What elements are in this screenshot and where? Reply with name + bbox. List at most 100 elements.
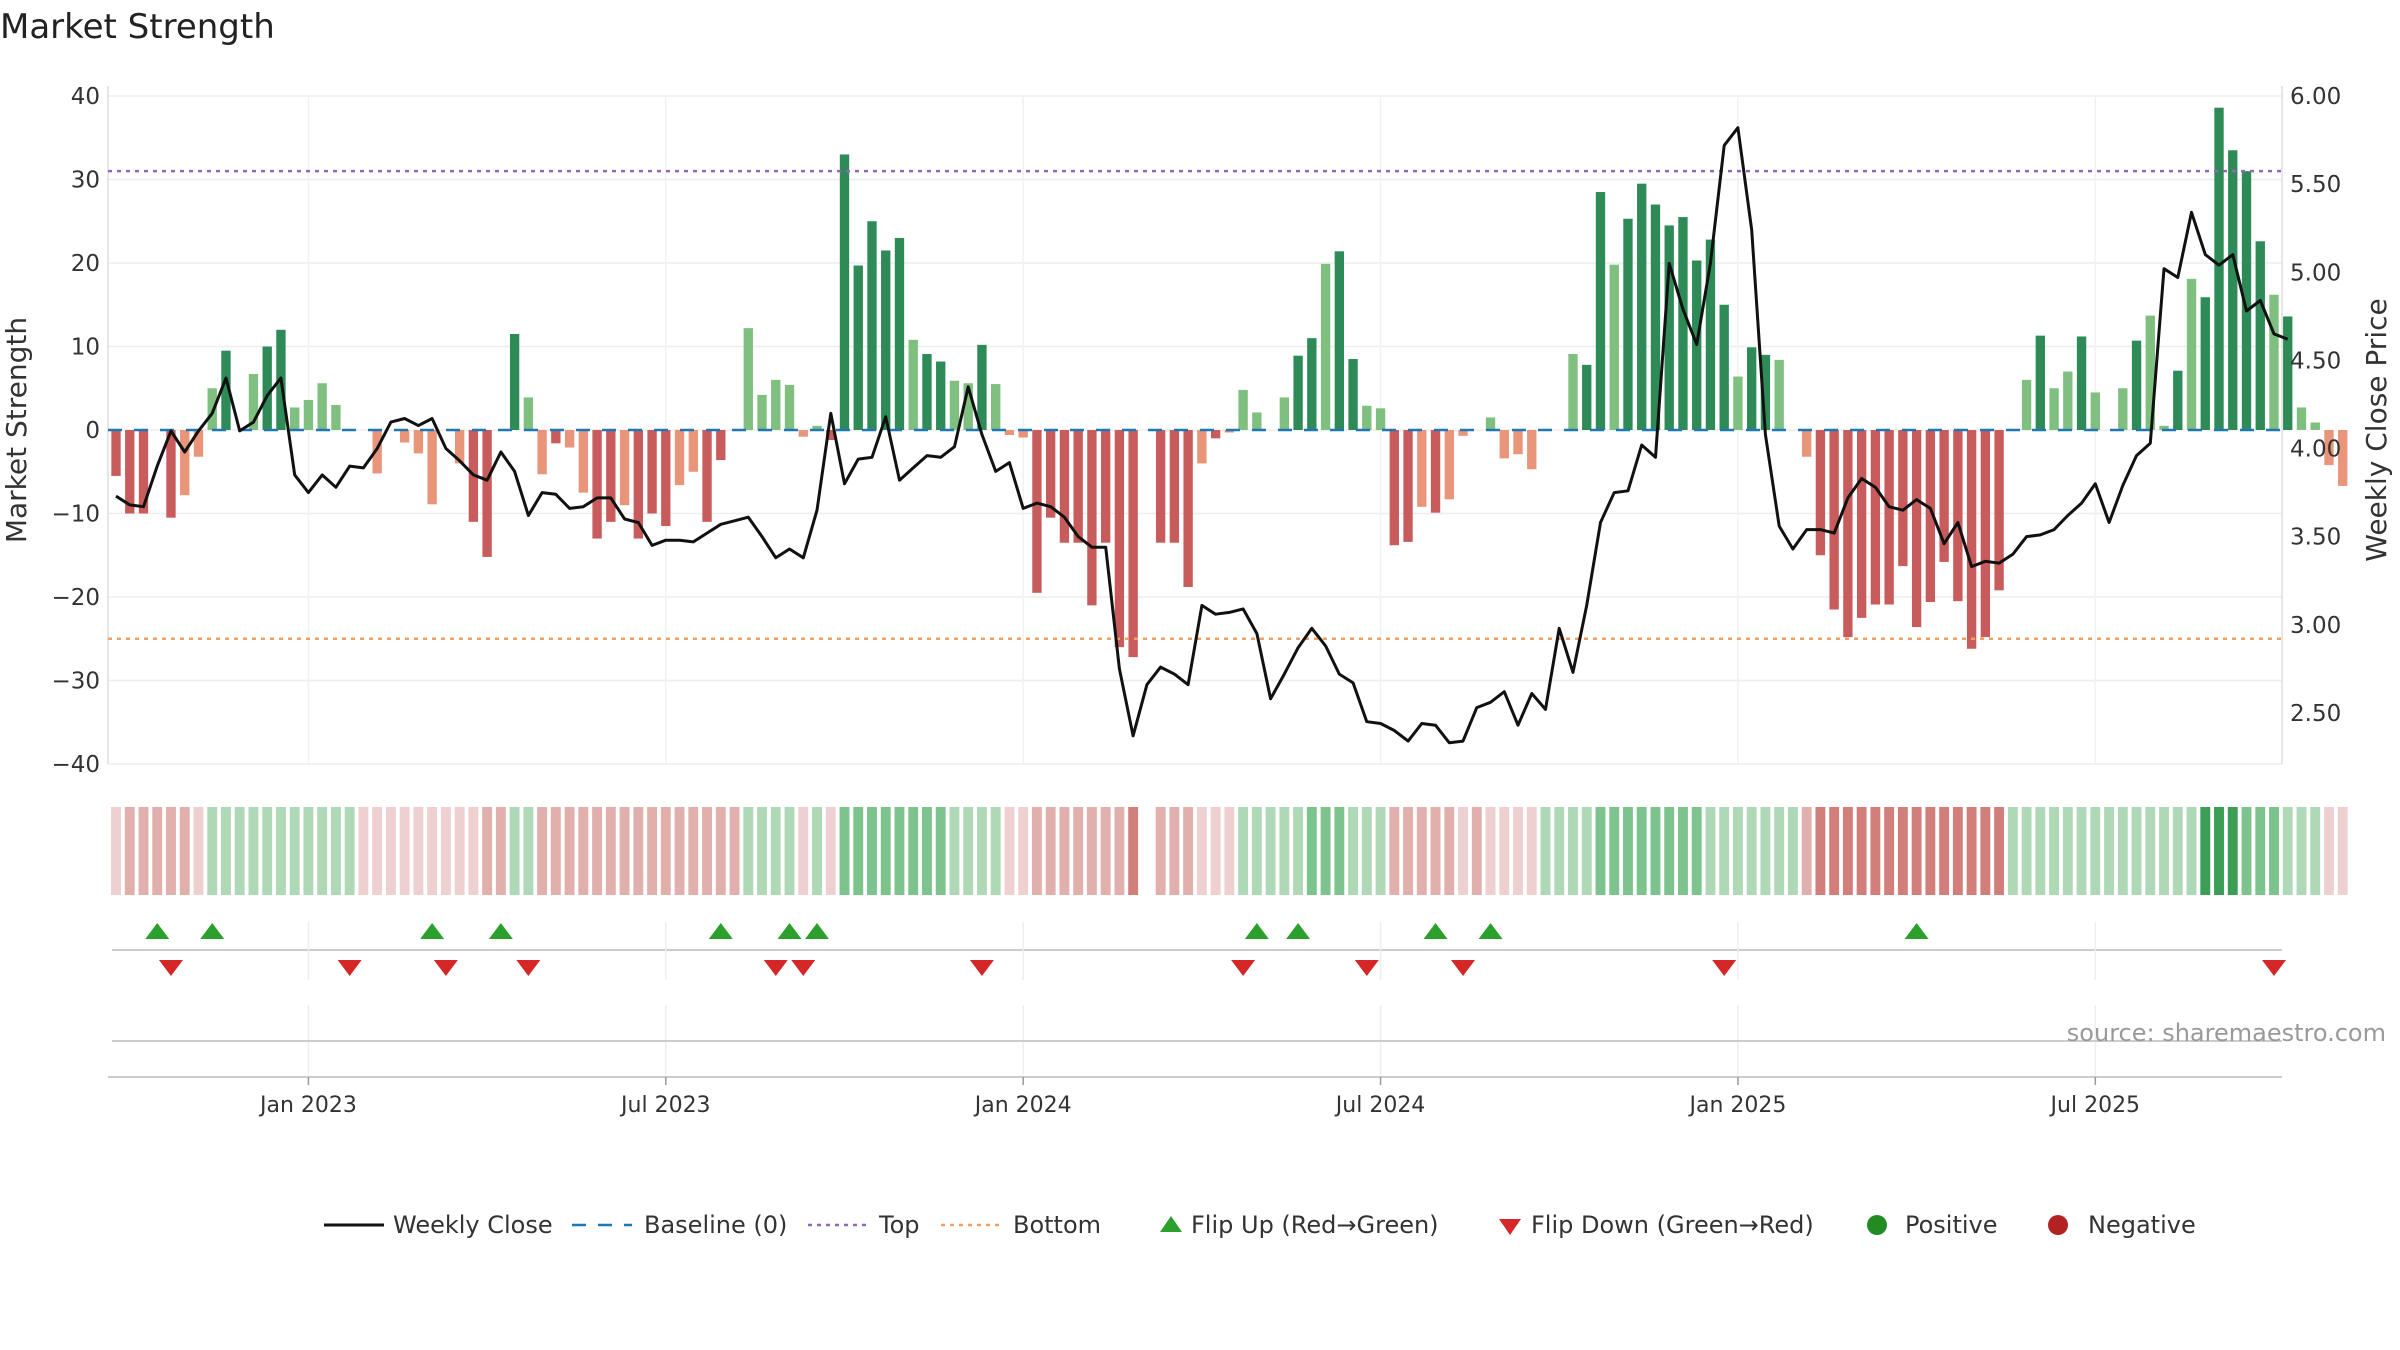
strength-bar (1183, 430, 1193, 587)
ribbon-cell (1870, 807, 1881, 895)
strength-bar (399, 430, 410, 443)
strength-bar (454, 430, 465, 464)
ribbon-cell (1073, 807, 1084, 895)
strength-bar (317, 383, 327, 430)
strength-bar (1458, 430, 1468, 436)
strength-bar (166, 430, 176, 518)
strength-bar (757, 394, 767, 430)
strength-bar (2035, 335, 2046, 430)
ribbon-cell (825, 807, 836, 895)
ribbon-cell (1430, 807, 1441, 895)
legend-label: Flip Down (Green→Red) (1531, 1211, 1814, 1239)
strength-bar (936, 361, 946, 430)
source-text: source: sharemaestro.com (2067, 1019, 2386, 1047)
ribbon-cell (1183, 807, 1194, 895)
ribbon-cell (1059, 807, 1070, 895)
strength-bar (702, 430, 712, 522)
strength-bar (716, 430, 726, 461)
ribbon-cell (1403, 807, 1413, 895)
strength-bar (2324, 430, 2334, 466)
ribbon-cell (2269, 807, 2279, 895)
strength-bars (111, 107, 2348, 658)
ribbon-cell (111, 807, 121, 895)
strength-bar (991, 384, 1001, 430)
ribbon-cell (1966, 807, 1977, 895)
strength-bar (1059, 430, 1070, 543)
ribbon-cell (757, 807, 767, 895)
ribbon-cell (1031, 807, 1042, 895)
ribbon-cell (743, 807, 754, 895)
strength-bar (1760, 354, 1771, 430)
strength-bar (1485, 417, 1496, 430)
x-tick-label: Jul 2023 (619, 1093, 711, 1118)
flip-up-marker (145, 923, 170, 939)
strength-bar (688, 430, 698, 472)
strength-bar (427, 430, 437, 505)
ribbon-cell (1485, 807, 1496, 895)
ribbon-cell (207, 807, 218, 895)
legend-label: Flip Up (Red→Green) (1191, 1211, 1439, 1239)
flip-down-marker (158, 960, 183, 976)
ribbon-cell (2214, 807, 2224, 895)
strength-bar (633, 430, 643, 539)
ribbon-cell (1348, 807, 1359, 895)
regime-ribbon (111, 807, 2348, 895)
strength-bar (1252, 412, 1262, 430)
strength-bar (2131, 340, 2142, 430)
flip-up-marker (708, 923, 733, 939)
y-axis-right: 6.00 5.50 5.00 4.50 4.00 3.50 3.00 2.50 (2290, 84, 2341, 727)
strength-bar (619, 430, 630, 506)
strength-bar (1980, 430, 1991, 638)
ribbon-cell (2172, 807, 2183, 895)
strength-bar (1417, 430, 1427, 507)
y-axis-title: Market Strength (0, 317, 33, 543)
strength-bar (482, 430, 492, 557)
strength-bar (2159, 425, 2169, 430)
legend-label: Bottom (1013, 1211, 1101, 1239)
ribbon-cell (1210, 807, 1221, 895)
lower-axis: Jan 2023 Jul 2023 Jan 2024 Jul 2024 Jan 2025… (108, 1005, 2282, 1118)
strength-bar (2049, 388, 2059, 430)
ribbon-cell (1829, 807, 1840, 895)
ribbon-cell (2104, 807, 2115, 895)
ribbon-cell (275, 807, 286, 895)
ribbon-cell (1609, 807, 1620, 895)
y-tick-label: −10 (51, 502, 100, 528)
ribbon-cell (1623, 807, 1633, 895)
ribbon-cell (894, 807, 905, 895)
strength-bar (674, 430, 685, 486)
flip-down-marker (1451, 960, 1476, 976)
flip-up-marker (200, 923, 225, 939)
strength-bar (413, 430, 424, 454)
strength-bar (111, 430, 121, 476)
ribbon-cell (2007, 807, 2018, 895)
ribbon-cell (564, 807, 575, 895)
strength-bar (1678, 217, 1688, 430)
ribbon-cell (468, 807, 479, 895)
ribbon-cell (1678, 807, 1688, 895)
strength-bar (1513, 430, 1523, 455)
strength-bar (1829, 430, 1839, 610)
flip-down-marker (1712, 960, 1737, 976)
y2-tick-label: 4.50 (2290, 348, 2341, 374)
flip-down-marker (791, 960, 816, 976)
strength-bar (1430, 430, 1441, 513)
ribbon-cell (303, 807, 314, 895)
x-tick-label: Jul 2024 (1334, 1093, 1426, 1118)
strength-bar (1733, 376, 1743, 430)
ribbon-cell (605, 807, 616, 895)
strength-bar (606, 430, 616, 522)
strength-bar (1719, 304, 1729, 430)
strength-bar (1444, 430, 1454, 500)
y2-tick-label: 5.00 (2290, 260, 2341, 286)
strength-bar (1169, 430, 1180, 543)
ribbon-cell (1018, 807, 1029, 895)
ribbon-cell (124, 807, 135, 895)
ribbon-cell (152, 807, 163, 895)
strength-bar (262, 346, 272, 430)
strength-bar (523, 397, 534, 430)
flip-down-marker (1231, 960, 1256, 976)
ribbon-cell (867, 807, 877, 895)
ribbon-cell (1086, 807, 1097, 895)
strength-bar (592, 430, 602, 539)
